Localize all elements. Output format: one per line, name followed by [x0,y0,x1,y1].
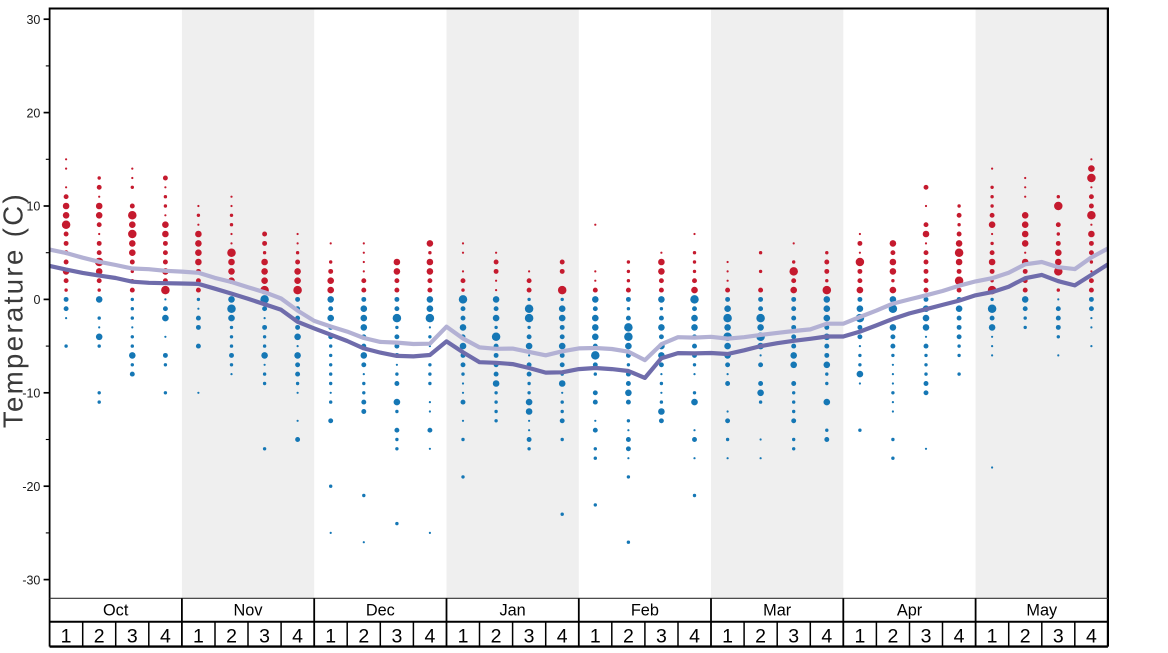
svg-text:3: 3 [1053,626,1064,648]
svg-text:10: 10 [26,200,40,214]
svg-text:30: 30 [26,13,40,27]
svg-text:2: 2 [358,626,369,648]
svg-text:4: 4 [292,626,303,648]
svg-text:3: 3 [656,626,667,648]
svg-text:1: 1 [854,626,865,648]
svg-text:2: 2 [226,626,237,648]
svg-text:4: 4 [954,626,965,648]
svg-text:Dec: Dec [366,601,395,619]
svg-text:1: 1 [61,626,72,648]
svg-text:0: 0 [33,293,40,307]
svg-text:20: 20 [26,106,40,120]
svg-text:1: 1 [458,626,469,648]
svg-text:Apr: Apr [897,601,923,619]
svg-text:3: 3 [391,626,402,648]
svg-text:2: 2 [623,626,634,648]
svg-text:Feb: Feb [631,601,659,619]
svg-text:Temperature (C): Temperature (C) [0,192,29,428]
svg-text:2: 2 [1020,626,1031,648]
svg-text:1: 1 [193,626,204,648]
svg-text:3: 3 [259,626,270,648]
svg-text:4: 4 [160,626,171,648]
svg-text:-30: -30 [22,573,40,587]
svg-text:2: 2 [887,626,898,648]
svg-text:3: 3 [524,626,535,648]
svg-text:2: 2 [94,626,105,648]
svg-text:-10: -10 [22,387,40,401]
svg-text:1: 1 [722,626,733,648]
svg-text:3: 3 [127,626,138,648]
svg-text:4: 4 [821,626,832,648]
svg-text:4: 4 [557,626,568,648]
svg-text:2: 2 [755,626,766,648]
svg-text:Oct: Oct [103,601,129,619]
svg-text:1: 1 [987,626,998,648]
svg-text:Mar: Mar [763,601,792,619]
svg-text:Jan: Jan [499,601,525,619]
svg-text:4: 4 [424,626,435,648]
svg-text:2: 2 [491,626,502,648]
svg-text:1: 1 [325,626,336,648]
svg-text:4: 4 [1086,626,1097,648]
svg-text:May: May [1026,601,1058,619]
svg-text:1: 1 [590,626,601,648]
svg-text:Nov: Nov [234,601,264,619]
svg-text:4: 4 [689,626,700,648]
svg-text:3: 3 [921,626,932,648]
svg-text:3: 3 [788,626,799,648]
svg-text:-20: -20 [22,480,40,494]
